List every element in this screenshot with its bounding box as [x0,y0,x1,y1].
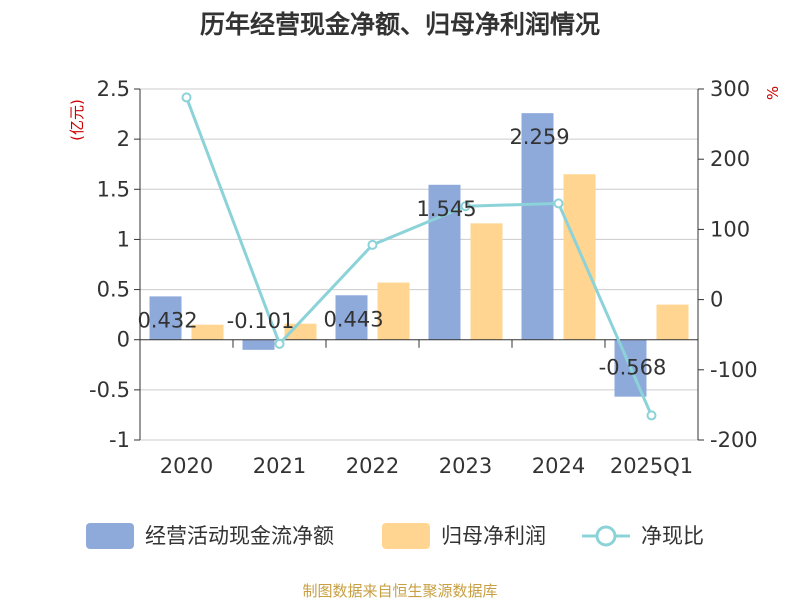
right-tick-label: 300 [710,77,750,101]
right-tick-label: 100 [710,217,750,241]
bar-cashflow [149,296,182,340]
legend-marker-ratio [595,525,617,547]
x-tick-label: 2025Q1 [610,454,693,478]
line-ratio [185,96,653,417]
left-axis-unit: (亿元) [68,99,86,141]
x-tick-label: 2021 [253,454,306,478]
bar-netprofit [191,324,224,340]
data-labels: 0.432 -0.101 0.443 1.545 2.259 -0.568 [137,125,666,380]
line-point-ratio [460,201,471,212]
bar-series [149,113,689,397]
bar-netprofit [563,174,596,340]
left-tick-label: -0.5 [89,378,130,402]
bar-netprofit [470,223,503,340]
right-tick-label: 0 [710,288,723,312]
left-tick-label: 0.5 [97,278,130,302]
left-tick-label: 0 [117,328,130,352]
line-series [181,92,657,421]
bar-netprofit [656,304,689,340]
data-label-cashflow: 1.545 [416,197,476,221]
line-point-ratio [181,92,192,103]
data-label-cashflow: -0.101 [227,309,295,333]
source-note: 制图数据来自恒生聚源数据库 [302,582,497,600]
right-tick-label: 200 [710,147,750,171]
left-tick-label: 1.5 [97,177,130,201]
left-tick-label: 2 [117,127,130,151]
left-tick-label: 1 [117,227,130,251]
bar-cashflow [521,113,554,340]
axes [134,88,704,441]
chart-title: 历年经营现金净额、归母净利润情况 [200,10,600,39]
line-point-ratio [367,239,378,250]
left-tick-label: -1 [109,428,130,452]
legend-label-netprofit: 归母净利润 [441,524,546,548]
left-tick-label: 2.5 [97,77,130,101]
x-tick-label: 2024 [532,454,585,478]
x-tick-label: 2022 [346,454,399,478]
right-axis-unit: % [764,86,782,100]
grid-lines [140,88,698,441]
right-tick-label: -200 [710,428,758,452]
x-tick-label: 2020 [160,454,213,478]
bar-netprofit [377,282,410,340]
line-point-ratio [553,198,564,209]
data-label-cashflow: 0.443 [323,307,383,331]
bar-netprofit [284,323,317,340]
legend-swatch-netprofit [382,523,430,549]
legend-label-cashflow: 经营活动现金流净额 [145,524,334,548]
right-tick-label: -100 [710,358,758,382]
data-label-cashflow: -0.568 [599,356,667,380]
x-tick-label: 2023 [439,454,492,478]
bar-cashflow [335,295,368,340]
bar-cashflow [242,339,275,350]
line-point-ratio [274,338,285,349]
legend-swatch-cashflow [86,523,134,549]
legend: 经营活动现金流净额 归母净利润 净现比 [86,523,704,549]
data-label-cashflow: 2.259 [509,125,569,149]
data-label-cashflow: 0.432 [137,308,197,332]
tick-labels: 2.5 2 1.5 1 0.5 0 -0.5 -1 300 200 100 0 -100 -200 2020… [89,77,758,478]
line-point-ratio [646,410,657,421]
legend-label-ratio: 净现比 [641,524,704,548]
